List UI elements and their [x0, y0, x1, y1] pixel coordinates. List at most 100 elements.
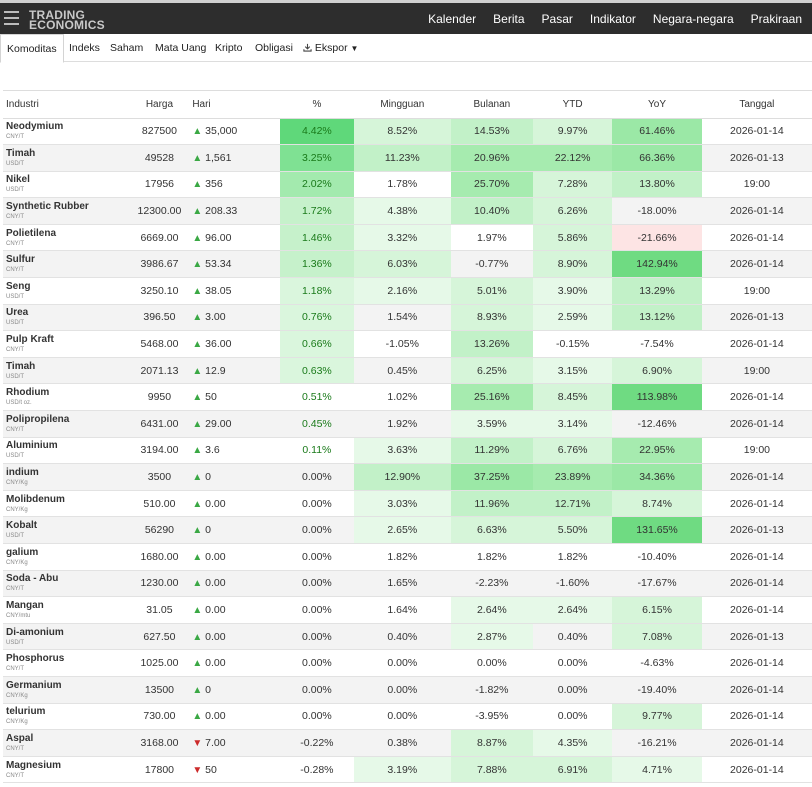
commodity-name[interactable]: Synthetic Rubber: [6, 201, 89, 213]
commodity-name[interactable]: Soda - Abu: [6, 573, 59, 585]
table-row[interactable]: indium CNY/Kg 3500 ▲ 0 0.00% 12.90% 37.25% 23.8…: [3, 463, 812, 491]
col-mingguan[interactable]: Mingguan: [353, 91, 451, 119]
commodity-name[interactable]: Kobalt: [6, 520, 38, 532]
triangle-down-icon: ▼: [192, 764, 203, 776]
table-row[interactable]: telurium CNY/Kg 730.00 ▲ 0.00 0.00% 0.00% -3.9…: [3, 703, 812, 731]
commodity-name[interactable]: Aluminium: [6, 440, 58, 452]
cell-ytd: 5.86%: [533, 224, 613, 252]
commodity-name[interactable]: Timah: [6, 147, 36, 159]
table-row[interactable]: Kobalt USD/T 56290 ▲ 0 0.00% 2.65% 6.63% 5.50% 1…: [3, 516, 812, 544]
commodity-name[interactable]: galium: [6, 546, 39, 558]
tab-kripto[interactable]: Kripto: [215, 42, 243, 54]
commodity-name[interactable]: Germanium: [6, 679, 62, 691]
commodity-name[interactable]: Pulp Kraft: [6, 334, 54, 346]
commodity-name[interactable]: Mangan: [6, 599, 44, 611]
tab-mata-uang[interactable]: Mata Uang: [155, 42, 207, 54]
commodity-name[interactable]: Timah: [6, 360, 36, 372]
cell-pct: 3.25%: [279, 144, 354, 172]
cell-tanggal: 2026-01-14: [701, 410, 812, 438]
commodity-unit: CNY/T: [6, 240, 24, 247]
tab-ekspor[interactable]: Ekspor ▼: [303, 34, 358, 62]
commodity-name[interactable]: Rhodium: [6, 387, 50, 399]
table-row[interactable]: Germanium CNY/Kg 13500 ▲ 0 0.00% 0.00% -1.82% 0…: [3, 676, 812, 704]
cell-bulanan: 6.63%: [450, 516, 534, 544]
col-harga[interactable]: Harga: [128, 91, 191, 119]
cell-industri: Germanium CNY/Kg: [3, 676, 129, 704]
cell-industri: galium CNY/Kg: [3, 543, 129, 571]
commodity-name[interactable]: Aspal: [6, 732, 34, 744]
table-row[interactable]: galium CNY/Kg 1680.00 ▲ 0.00 0.00% 1.82% 1.82%…: [3, 543, 812, 571]
cell-pct: 0.45%: [279, 410, 354, 438]
commodity-name[interactable]: Molibdenum: [6, 493, 65, 505]
cell-harga: 12300.00: [128, 197, 191, 225]
table-row[interactable]: Magnesium CNY/T 17800 ▼ 50 -0.28% 3.19% 7.88% 6…: [3, 756, 812, 784]
cell-pct: 0.00%: [279, 676, 354, 704]
logo[interactable]: TRADING ECONOMICS: [29, 9, 105, 31]
cell-hari: ▲ 96.00: [190, 224, 280, 252]
cell-industri: Phosphorus CNY/T: [3, 649, 129, 677]
commodity-name[interactable]: Phosphorus: [6, 653, 65, 665]
table-row[interactable]: Urea USD/T 396.50 ▲ 3.00 0.76% 1.54% 8.93% 2.59…: [3, 304, 812, 332]
table-row[interactable]: Nikel USD/T 17956 ▲ 356 2.02% 1.78% 25.70% 7.28…: [3, 171, 812, 199]
table-row[interactable]: Neodymium CNY/T 827500 ▲ 35,000 4.42% 8.52% 14…: [3, 118, 812, 146]
triangle-up-icon: ▲: [192, 551, 203, 563]
commodity-name[interactable]: telurium: [6, 706, 46, 718]
table-row[interactable]: Timah USD/T 2071.13 ▲ 12.9 0.63% 0.45% 6.25% 3.…: [3, 357, 812, 385]
nav-negara-negara[interactable]: Negara-negara: [652, 11, 734, 26]
col-ytd[interactable]: YTD: [533, 91, 613, 119]
hamburger-icon[interactable]: [4, 11, 19, 25]
commodity-name[interactable]: indium: [6, 467, 39, 479]
cell-bulanan: 7.88%: [450, 756, 534, 784]
commodity-name[interactable]: Polietilena: [6, 227, 57, 239]
cell-tanggal: 2026-01-14: [701, 250, 812, 279]
cell-yoy: -10.40%: [612, 543, 702, 571]
table-row[interactable]: Rhodium USD/t oz. 9950 ▲ 50 0.51% 1.02% 25.16%…: [3, 383, 812, 412]
cell-tanggal: 19:00: [701, 171, 812, 199]
table-row[interactable]: Polietilena CNY/T 6669.00 ▲ 96.00 1.46% 3.32%…: [3, 224, 812, 252]
nav-pasar[interactable]: Pasar: [541, 11, 573, 26]
commodity-unit: CNY/Kg: [6, 719, 28, 726]
table-row[interactable]: Molibdenum CNY/Kg 510.00 ▲ 0.00 0.00% 3.03% 11…: [3, 490, 812, 518]
col-industri[interactable]: Industri: [3, 91, 129, 119]
commodity-name[interactable]: Polipropilena: [6, 413, 70, 425]
commodity-name[interactable]: Neodymium: [6, 121, 64, 133]
col-hari[interactable]: Hari: [190, 91, 280, 119]
table-row[interactable]: Synthetic Rubber CNY/T 12300.00 ▲ 208.33 1.7…: [3, 197, 812, 225]
table-row[interactable]: Soda - Abu CNY/T 1230.00 ▲ 0.00 0.00% 1.65% -2…: [3, 570, 812, 598]
col-bulanan[interactable]: Bulanan: [450, 91, 534, 119]
nav-berita[interactable]: Berita: [493, 11, 525, 26]
tab-saham[interactable]: Saham: [110, 42, 144, 54]
col-yoy[interactable]: YoY: [612, 91, 702, 119]
table-row[interactable]: Seng USD/T 3250.10 ▲ 38.05 1.18% 2.16% 5.01% 3.…: [3, 277, 812, 305]
col-tanggal[interactable]: Tanggal: [701, 91, 812, 119]
table-row[interactable]: Polipropilena CNY/T 6431.00 ▲ 29.00 0.45% 1.9…: [3, 410, 812, 438]
nav-kalender[interactable]: Kalender: [428, 11, 477, 26]
tab-indeks[interactable]: Indeks: [69, 42, 100, 54]
cell-ytd: 0.00%: [533, 649, 613, 677]
table-row[interactable]: Sulfur CNY/T 3986.67 ▲ 53.34 1.36% 6.03% -0.77…: [3, 250, 812, 279]
cell-bulanan: 25.16%: [450, 383, 534, 412]
cell-ytd: 7.28%: [533, 171, 613, 199]
cell-mingguan: 1.54%: [353, 304, 451, 332]
tab-komoditas[interactable]: Komoditas: [0, 34, 64, 63]
table-row[interactable]: Phosphorus CNY/T 1025.00 ▲ 0.00 0.00% 0.00% 0.…: [3, 649, 812, 677]
tab-obligasi[interactable]: Obligasi: [255, 42, 293, 54]
table-row[interactable]: Di-amonium USD/T 627.50 ▲ 0.00 0.00% 0.40% 2.8…: [3, 623, 812, 651]
commodity-name[interactable]: Di-amonium: [6, 626, 64, 638]
commodity-name[interactable]: Urea: [6, 307, 29, 319]
commodity-name[interactable]: Magnesium: [6, 759, 62, 771]
commodity-name[interactable]: Seng: [6, 280, 31, 292]
cell-hari: ▼ 50: [190, 756, 280, 784]
table-row[interactable]: Timah USD/T 49528 ▲ 1,561 3.25% 11.23% 20.96% 2…: [3, 144, 812, 172]
table-row[interactable]: Aspal CNY/T 3168.00 ▼ 7.00 -0.22% 0.38% 8.87% 4…: [3, 729, 812, 757]
nav-prakiraan[interactable]: Prakiraan: [750, 11, 802, 26]
commodity-name[interactable]: Nikel: [6, 174, 30, 186]
cell-bulanan: -0.77%: [450, 250, 534, 279]
table-row[interactable]: Aluminium USD/T 3194.00 ▲ 3.6 0.11% 3.63% 11.2…: [3, 437, 812, 465]
cell-hari: ▲ 0.00: [190, 543, 280, 571]
table-row[interactable]: Pulp Kraft CNY/T 5468.00 ▲ 36.00 0.66% -1.05%…: [3, 330, 812, 358]
table-row[interactable]: Mangan CNY/mtu 31.05 ▲ 0.00 0.00% 1.64% 2.64% 2…: [3, 596, 812, 624]
commodity-name[interactable]: Sulfur: [6, 254, 35, 266]
col-pct[interactable]: %: [279, 91, 354, 119]
nav-indikator[interactable]: Indikator: [589, 11, 636, 26]
